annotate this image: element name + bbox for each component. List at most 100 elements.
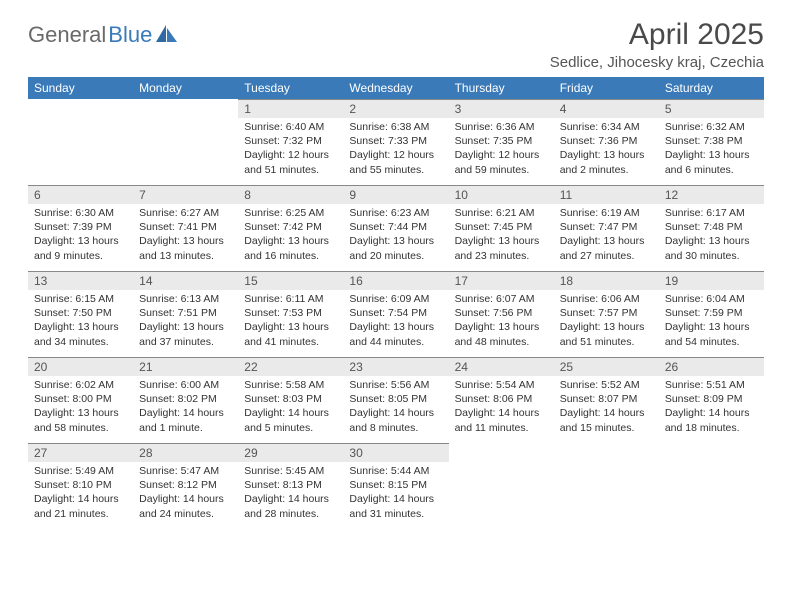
brand-blue: Blue [108,22,152,48]
day-sunrise: Sunrise: 6:09 AM [349,292,442,306]
day-daylight: Daylight: 13 hours and 16 minutes. [244,234,337,262]
brand-general: General [28,22,106,48]
day-sunrise: Sunrise: 6:27 AM [139,206,232,220]
day-number: 29 [238,443,343,462]
day-body: Sunrise: 5:49 AMSunset: 8:10 PMDaylight:… [28,462,133,525]
day-sunrise: Sunrise: 6:25 AM [244,206,337,220]
day-number: 28 [133,443,238,462]
day-body: Sunrise: 6:23 AMSunset: 7:44 PMDaylight:… [343,204,448,267]
day-sunset: Sunset: 7:47 PM [560,220,653,234]
day-daylight: Daylight: 14 hours and 28 minutes. [244,492,337,520]
day-number: 4 [554,99,659,118]
calendar-cell: 23Sunrise: 5:56 AMSunset: 8:05 PMDayligh… [343,357,448,443]
day-body: Sunrise: 6:40 AMSunset: 7:32 PMDaylight:… [238,118,343,181]
day-sunset: Sunset: 7:50 PM [34,306,127,320]
day-daylight: Daylight: 13 hours and 44 minutes. [349,320,442,348]
day-daylight: Daylight: 13 hours and 37 minutes. [139,320,232,348]
day-sunrise: Sunrise: 5:44 AM [349,464,442,478]
day-sunrise: Sunrise: 5:56 AM [349,378,442,392]
day-number: 12 [659,185,764,204]
day-body: Sunrise: 5:51 AMSunset: 8:09 PMDaylight:… [659,376,764,439]
day-sunset: Sunset: 7:56 PM [455,306,548,320]
day-sunset: Sunset: 8:12 PM [139,478,232,492]
day-body: Sunrise: 6:13 AMSunset: 7:51 PMDaylight:… [133,290,238,353]
calendar-week: 27Sunrise: 5:49 AMSunset: 8:10 PMDayligh… [28,443,764,529]
calendar-cell [659,443,764,529]
calendar-cell: 9Sunrise: 6:23 AMSunset: 7:44 PMDaylight… [343,185,448,271]
calendar-head: SundayMondayTuesdayWednesdayThursdayFrid… [28,77,764,99]
day-sunrise: Sunrise: 6:19 AM [560,206,653,220]
title-block: April 2025 Sedlice, Jihocesky kraj, Czec… [550,18,764,71]
day-body: Sunrise: 5:52 AMSunset: 8:07 PMDaylight:… [554,376,659,439]
day-sunset: Sunset: 7:36 PM [560,134,653,148]
day-number: 10 [449,185,554,204]
calendar-cell: 14Sunrise: 6:13 AMSunset: 7:51 PMDayligh… [133,271,238,357]
day-body: Sunrise: 6:17 AMSunset: 7:48 PMDaylight:… [659,204,764,267]
day-daylight: Daylight: 12 hours and 55 minutes. [349,148,442,176]
day-sunrise: Sunrise: 5:45 AM [244,464,337,478]
day-sunrise: Sunrise: 6:17 AM [665,206,758,220]
day-body: Sunrise: 6:15 AMSunset: 7:50 PMDaylight:… [28,290,133,353]
day-number: 17 [449,271,554,290]
day-sunset: Sunset: 8:00 PM [34,392,127,406]
calendar-cell: 29Sunrise: 5:45 AMSunset: 8:13 PMDayligh… [238,443,343,529]
day-sunset: Sunset: 7:48 PM [665,220,758,234]
calendar-cell: 28Sunrise: 5:47 AMSunset: 8:12 PMDayligh… [133,443,238,529]
calendar-cell: 27Sunrise: 5:49 AMSunset: 8:10 PMDayligh… [28,443,133,529]
day-sunrise: Sunrise: 6:23 AM [349,206,442,220]
day-sunrise: Sunrise: 6:32 AM [665,120,758,134]
calendar-table: SundayMondayTuesdayWednesdayThursdayFrid… [28,77,764,529]
day-sunrise: Sunrise: 6:00 AM [139,378,232,392]
day-number: 8 [238,185,343,204]
day-sunset: Sunset: 8:05 PM [349,392,442,406]
day-body: Sunrise: 6:00 AMSunset: 8:02 PMDaylight:… [133,376,238,439]
header: GeneralBlue April 2025 Sedlice, Jihocesk… [28,18,764,71]
calendar-week: 6Sunrise: 6:30 AMSunset: 7:39 PMDaylight… [28,185,764,271]
day-daylight: Daylight: 13 hours and 9 minutes. [34,234,127,262]
calendar-cell: 12Sunrise: 6:17 AMSunset: 7:48 PMDayligh… [659,185,764,271]
day-number: 23 [343,357,448,376]
day-sunrise: Sunrise: 6:21 AM [455,206,548,220]
day-sunrise: Sunrise: 6:30 AM [34,206,127,220]
day-sunrise: Sunrise: 6:07 AM [455,292,548,306]
day-body: Sunrise: 6:30 AMSunset: 7:39 PMDaylight:… [28,204,133,267]
day-sunrise: Sunrise: 5:49 AM [34,464,127,478]
day-number: 1 [238,99,343,118]
day-sunrise: Sunrise: 5:52 AM [560,378,653,392]
day-daylight: Daylight: 13 hours and 13 minutes. [139,234,232,262]
day-daylight: Daylight: 13 hours and 58 minutes. [34,406,127,434]
calendar-week: 1Sunrise: 6:40 AMSunset: 7:32 PMDaylight… [28,99,764,185]
calendar-cell: 18Sunrise: 6:06 AMSunset: 7:57 PMDayligh… [554,271,659,357]
calendar-cell [449,443,554,529]
calendar-cell: 13Sunrise: 6:15 AMSunset: 7:50 PMDayligh… [28,271,133,357]
day-body: Sunrise: 5:47 AMSunset: 8:12 PMDaylight:… [133,462,238,525]
day-number: 18 [554,271,659,290]
day-daylight: Daylight: 13 hours and 54 minutes. [665,320,758,348]
calendar-cell: 8Sunrise: 6:25 AMSunset: 7:42 PMDaylight… [238,185,343,271]
calendar-cell: 30Sunrise: 5:44 AMSunset: 8:15 PMDayligh… [343,443,448,529]
calendar-cell: 21Sunrise: 6:00 AMSunset: 8:02 PMDayligh… [133,357,238,443]
day-sunrise: Sunrise: 6:11 AM [244,292,337,306]
day-sunset: Sunset: 8:15 PM [349,478,442,492]
day-sunrise: Sunrise: 6:38 AM [349,120,442,134]
day-daylight: Daylight: 14 hours and 31 minutes. [349,492,442,520]
day-sunrise: Sunrise: 6:34 AM [560,120,653,134]
day-number: 16 [343,271,448,290]
day-daylight: Daylight: 14 hours and 18 minutes. [665,406,758,434]
day-body: Sunrise: 6:21 AMSunset: 7:45 PMDaylight:… [449,204,554,267]
page-subtitle: Sedlice, Jihocesky kraj, Czechia [550,54,764,71]
day-daylight: Daylight: 14 hours and 24 minutes. [139,492,232,520]
day-daylight: Daylight: 14 hours and 15 minutes. [560,406,653,434]
day-daylight: Daylight: 14 hours and 5 minutes. [244,406,337,434]
day-body: Sunrise: 6:06 AMSunset: 7:57 PMDaylight:… [554,290,659,353]
day-body: Sunrise: 6:36 AMSunset: 7:35 PMDaylight:… [449,118,554,181]
day-number: 7 [133,185,238,204]
day-body: Sunrise: 5:44 AMSunset: 8:15 PMDaylight:… [343,462,448,525]
day-sunrise: Sunrise: 6:13 AM [139,292,232,306]
day-sunrise: Sunrise: 6:40 AM [244,120,337,134]
day-number: 25 [554,357,659,376]
day-number: 24 [449,357,554,376]
day-number: 11 [554,185,659,204]
day-sunset: Sunset: 7:45 PM [455,220,548,234]
page-title: April 2025 [550,18,764,52]
